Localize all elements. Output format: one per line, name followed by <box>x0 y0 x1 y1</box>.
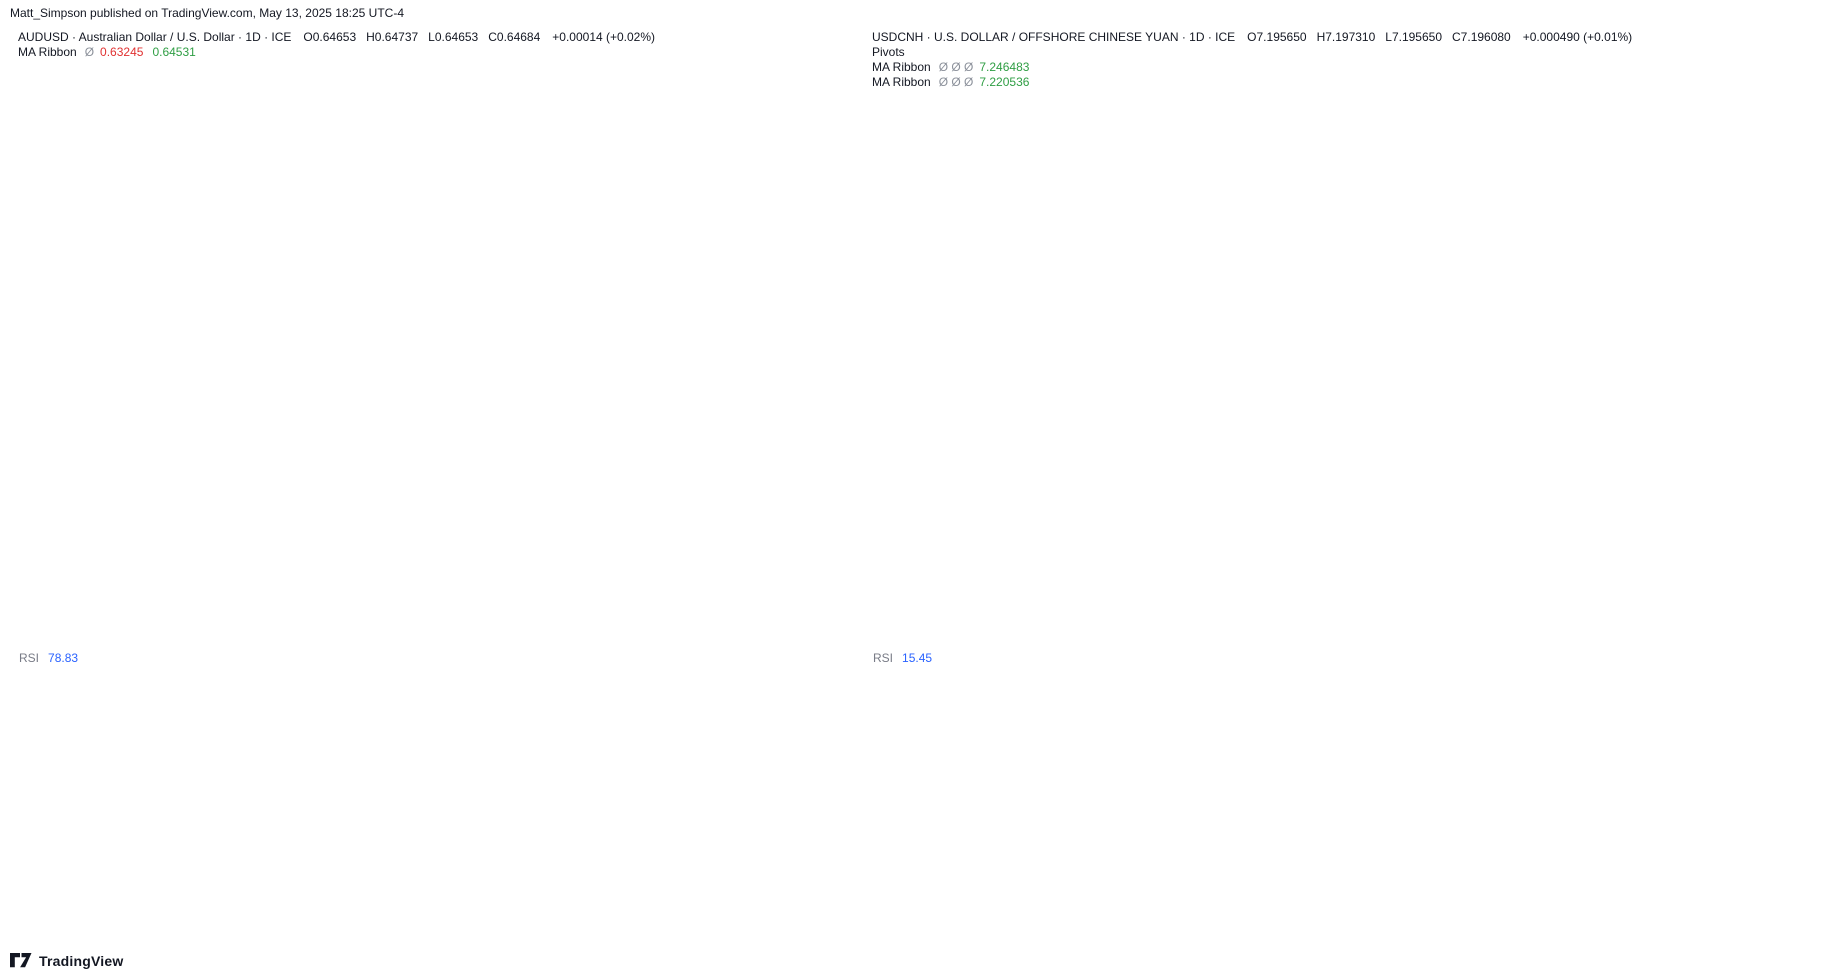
audusd-close: C0.64684 <box>488 30 541 44</box>
publish-watermark: Matt_Simpson published on TradingView.co… <box>10 6 404 20</box>
usdcnh-rsi-legend: RSI 15.45 <box>873 651 932 665</box>
audusd-change: +0.00014 (+0.02%) <box>552 30 656 44</box>
audusd-header: AUDUSD · Australian Dollar / U.S. Dollar… <box>18 30 655 60</box>
audusd-ma-fast-value: 0.63245 <box>100 45 144 59</box>
usdcnh-pivots-label[interactable]: Pivots <box>872 45 905 59</box>
hidden-source-icon: Ø <box>84 45 95 59</box>
usdcnh-rsi-value: 15.45 <box>902 651 933 665</box>
tradingview-footer[interactable]: TradingView <box>10 953 123 969</box>
usdcnh-symbol-title[interactable]: USDCNH · U.S. DOLLAR / OFFSHORE CHINESE … <box>872 30 1236 44</box>
usdcnh-high: H7.197310 <box>1316 30 1376 44</box>
usdcnh-ma-ribbon-2-label[interactable]: MA Ribbon <box>872 75 931 89</box>
usdcnh-close: C7.196080 <box>1452 30 1511 44</box>
audusd-low: L0.64653 <box>428 30 479 44</box>
usdcnh-open: O7.195650 <box>1247 30 1307 44</box>
audusd-rsi-legend: RSI 78.83 <box>19 651 78 665</box>
usdcnh-low: L7.195650 <box>1385 30 1443 44</box>
tradingview-logo-icon <box>10 953 32 968</box>
audusd-rsi-value: 78.83 <box>48 651 79 665</box>
hidden-source-icon: Ø Ø Ø <box>938 75 974 89</box>
usdcnh-change: +0.000490 (+0.01%) <box>1522 30 1633 44</box>
audusd-high: H0.64737 <box>366 30 419 44</box>
usdcnh-header: USDCNH · U.S. DOLLAR / OFFSHORE CHINESE … <box>872 30 1632 90</box>
audusd-symbol-title[interactable]: AUDUSD · Australian Dollar / U.S. Dollar… <box>18 30 292 44</box>
audusd-ma-ribbon-label[interactable]: MA Ribbon <box>18 45 77 59</box>
tradingview-brand-text: TradingView <box>39 953 124 969</box>
rsi-label[interactable]: RSI <box>19 651 40 665</box>
usdcnh-ma-2-value: 7.220536 <box>979 75 1030 89</box>
audusd-open: O0.64653 <box>303 30 357 44</box>
audusd-ma-slow-value: 0.64531 <box>152 45 196 59</box>
usdcnh-ma-ribbon-1-label[interactable]: MA Ribbon <box>872 60 931 74</box>
rsi-label[interactable]: RSI <box>873 651 894 665</box>
hidden-source-icon: Ø Ø Ø <box>938 60 974 74</box>
usdcnh-ma-1-value: 7.246483 <box>979 60 1030 74</box>
